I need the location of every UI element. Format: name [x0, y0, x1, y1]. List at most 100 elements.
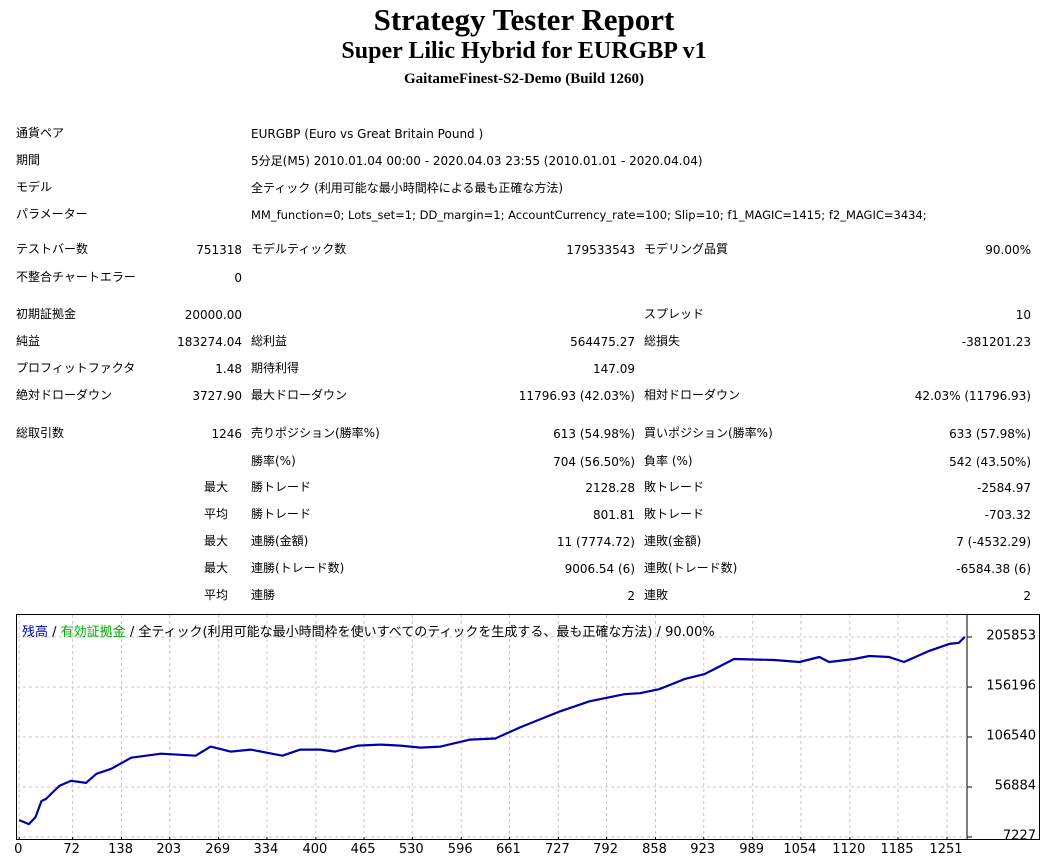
quality-label: モデリング品質 [644, 242, 729, 256]
max-consec-wins-value: 11 (7774.72) [556, 535, 635, 549]
long-positions-label: 買いポジション(勝率%) [644, 426, 773, 440]
symbol-label: 通貨ペア [16, 126, 65, 140]
total-trades-value: 1246 [211, 427, 242, 441]
x-tick-label: 596 [447, 842, 473, 857]
report-title: Strategy Tester Report [373, 2, 675, 37]
parameters-label: パラメーター [16, 207, 88, 221]
x-tick-label: 530 [398, 842, 424, 857]
spread-label: スプレッド [644, 307, 705, 321]
avg-loss-label: 敗トレード [644, 507, 705, 521]
net-profit-label: 純益 [16, 334, 41, 348]
x-tick-label: 334 [253, 842, 279, 857]
max-consec-losses-value: 7 (-4532.29) [956, 535, 1031, 549]
gross-loss-label: 総損失 [644, 334, 681, 348]
max-dd-value: 11796.93 (42.03%) [518, 389, 635, 403]
abs-dd-value: 3727.90 [192, 389, 242, 403]
x-tick-label: 858 [642, 842, 667, 857]
max-dd-label: 最大ドローダウン [251, 388, 348, 402]
x-tick-label: 138 [108, 842, 133, 857]
parameters-value: MM_function=0; Lots_set=1; DD_margin=1; … [251, 208, 927, 222]
max-consec-wins-label: 連勝(金額) [251, 534, 309, 548]
rel-dd-value: 42.03% (11796.93) [914, 389, 1031, 403]
x-tick-label: 727 [544, 842, 570, 857]
y-tick-label: 205853 [986, 628, 1036, 644]
period-value: 5分足(M5) 2010.01.04 00:00 - 2020.04.03 23… [251, 154, 703, 168]
errors-label: 不整合チャートエラー [16, 270, 136, 284]
max-consec-loss-value: -6584.38 (6) [956, 562, 1031, 576]
avg-win-label: 勝トレード [251, 507, 312, 521]
expert-name: Super Lilic Hybrid for EURGBP v1 [341, 38, 707, 64]
x-tick-label: 923 [690, 842, 716, 857]
y-tick-label: 106540 [986, 728, 1036, 744]
win-rate-label: 勝率(%) [251, 454, 296, 468]
x-tick-label: 72 [63, 842, 80, 857]
profit-factor-label: プロフィットファクタ [16, 361, 136, 375]
avg-win-value: 801.81 [593, 508, 635, 522]
max-consec-profit-value: 9006.54 (6) [564, 562, 635, 576]
gross-profit-label: 総利益 [251, 334, 288, 348]
max-consec-profit-label: 連勝(トレード数) [251, 561, 345, 575]
model-label: モデル [16, 180, 53, 194]
profit-factor-value: 1.48 [215, 362, 242, 376]
spread-value: 10 [1015, 308, 1031, 322]
server-name: GaitameFinest-S2-Demo (Build 1260) [404, 71, 644, 87]
bars-label: テストバー数 [16, 242, 89, 256]
net-profit-value: 183274.04 [177, 335, 242, 349]
deposit-label: 初期証拠金 [16, 307, 77, 321]
x-tick-label: 1251 [929, 842, 963, 857]
x-tick-label: 400 [302, 842, 328, 857]
largest-win-label: 勝トレード [251, 480, 312, 494]
chart-plot [17, 615, 972, 839]
legend-balance: 残高 [22, 625, 49, 640]
win-rate-value: 704 (56.50%) [553, 455, 635, 469]
ticks-value: 179533543 [566, 243, 635, 257]
legend-sep: / [48, 625, 61, 640]
avg-consec-wins-value: 2 [627, 589, 635, 603]
gross-loss-value: -381201.23 [961, 335, 1031, 349]
avg-consec-wins-label: 連勝 [251, 588, 276, 602]
x-tick-label: 1120 [832, 842, 866, 857]
x-tick-label: 989 [739, 842, 765, 857]
avg-consec-losses-label: 連敗 [644, 588, 669, 602]
chart-legend: 残高 / 有効証拠金 / 全ティック(利用可能な最小時間枠を使いすべてのティック… [22, 621, 715, 640]
rel-dd-label: 相対ドローダウン [644, 388, 741, 402]
x-tick-label: 203 [156, 842, 182, 857]
long-positions-value: 633 (57.98%) [949, 427, 1031, 441]
quality-value: 90.00% [985, 243, 1031, 257]
deposit-value: 20000.00 [184, 308, 242, 322]
largest-loss-label: 敗トレード [644, 480, 705, 494]
gross-profit-value: 564475.27 [570, 335, 635, 349]
period-label: 期間 [16, 153, 41, 167]
average-label: 平均 [204, 507, 229, 521]
loss-rate-label: 負率 (%) [644, 454, 693, 468]
ticks-label: モデルティック数 [251, 242, 347, 256]
x-tick-label: 0 [14, 842, 23, 857]
x-tick-label: 1185 [880, 842, 914, 857]
y-tick-label: 156196 [986, 678, 1036, 694]
loss-rate-value: 542 (43.50%) [949, 455, 1031, 469]
x-tick-label: 269 [205, 842, 231, 857]
average-label-2: 平均 [204, 588, 229, 602]
errors-value: 0 [234, 271, 242, 285]
x-tick-label: 792 [593, 842, 618, 857]
x-tick-label: 661 [496, 842, 521, 857]
y-tick-label: 56884 [994, 778, 1036, 794]
total-trades-label: 総取引数 [16, 426, 65, 440]
bars-value: 751318 [196, 243, 242, 257]
x-tick-label: 1054 [783, 842, 817, 857]
balance-line [18, 636, 966, 826]
x-tick-label: 465 [350, 842, 376, 857]
avg-loss-value: -703.32 [984, 508, 1031, 522]
largest-loss-value: -2584.97 [977, 481, 1031, 495]
max-consec-losses-label: 連敗(金額) [644, 534, 702, 548]
max-label: 最大 [204, 534, 229, 548]
expected-payoff-label: 期待利得 [251, 361, 300, 375]
short-positions-value: 613 (54.98%) [553, 427, 635, 441]
legend-equity: 有効証拠金 [60, 625, 126, 640]
largest-label: 最大 [204, 480, 229, 494]
abs-dd-label: 絶対ドローダウン [16, 388, 113, 402]
largest-win-value: 2128.28 [585, 481, 635, 495]
short-positions-label: 売りポジション(勝率%) [251, 426, 380, 440]
expected-payoff-value: 147.09 [593, 362, 635, 376]
max-label-2: 最大 [204, 561, 229, 575]
